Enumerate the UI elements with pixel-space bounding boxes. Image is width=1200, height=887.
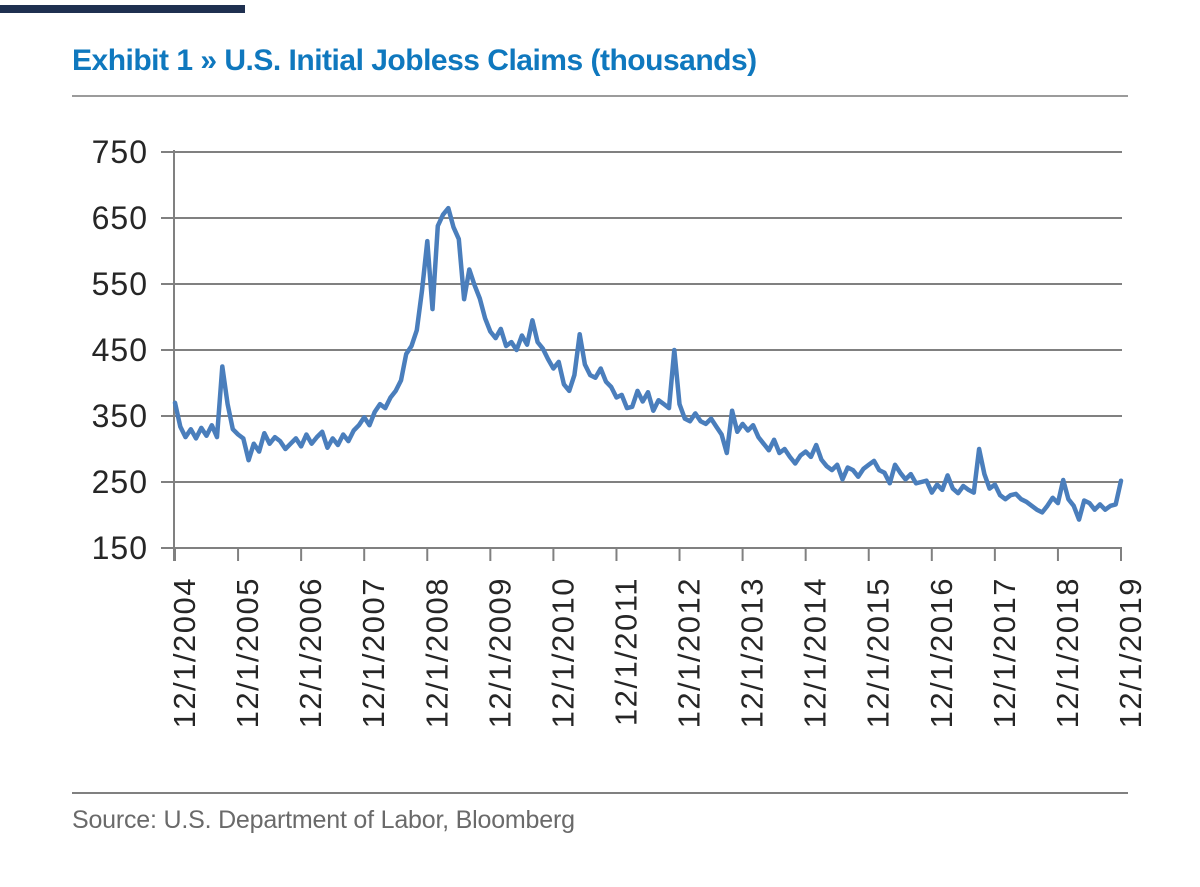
x-axis-label: 12/1/2013	[735, 577, 770, 728]
exhibit-title: Exhibit 1 » U.S. Initial Jobless Claims …	[72, 44, 757, 77]
x-axis-label: 12/1/2004	[167, 577, 202, 728]
x-axis-label: 12/1/2011	[608, 577, 643, 726]
x-axis-label: 12/1/2009	[482, 577, 517, 728]
y-axis-label: 450	[92, 332, 148, 368]
y-axis-label: 750	[92, 134, 148, 170]
source-caption: Source: U.S. Department of Labor, Bloomb…	[72, 806, 575, 834]
claims-series-line	[172, 205, 1124, 522]
x-axis-label: 12/1/2016	[924, 577, 959, 728]
footer-divider	[72, 792, 1128, 794]
x-axis-label: 12/1/2015	[861, 577, 896, 728]
x-axis-label: 12/1/2012	[672, 577, 707, 728]
x-axis-label: 12/1/2007	[356, 577, 391, 728]
x-axis-label: 12/1/2005	[230, 577, 265, 728]
y-axis-label: 250	[92, 464, 148, 500]
y-axis-label: 350	[92, 398, 148, 434]
x-axis-label: 12/1/2006	[293, 577, 328, 728]
x-axis-label: 12/1/2008	[419, 577, 454, 728]
y-axis-label: 650	[92, 200, 148, 236]
title-divider	[72, 95, 1128, 97]
y-axis-label: 150	[92, 530, 148, 566]
y-axis-label: 550	[92, 266, 148, 302]
top-accent-bar	[0, 5, 245, 13]
x-axis-label: 12/1/2018	[1050, 577, 1085, 728]
x-axis-label: 12/1/2010	[545, 577, 580, 728]
x-axis-label: 12/1/2019	[1113, 577, 1148, 728]
x-axis-label: 12/1/2017	[987, 577, 1022, 728]
x-axis-label: 12/1/2014	[798, 577, 833, 728]
